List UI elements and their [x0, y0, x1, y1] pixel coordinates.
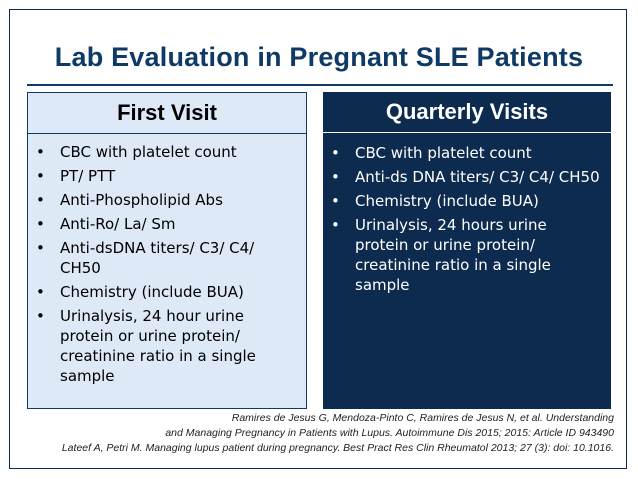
list-item-text: Urinalysis, 24 hours urine protein or ur… — [355, 216, 551, 294]
reference-line: Lateef A, Petri M. Managing lupus patien… — [61, 442, 614, 454]
first-visit-body: • CBC with platelet count • PT/ PTT • Anti-… — [28, 134, 306, 386]
list-item-text: Anti-dsDNA titers/ C3/ C4/ CH50 — [60, 239, 255, 277]
bullet-icon: • — [36, 215, 45, 233]
list-item: • Anti-ds DNA titers/ C3/ C4/ CH50 — [327, 167, 603, 187]
references: Ramires de Jesus G, Mendoza-Pinto C, Ram… — [14, 411, 614, 456]
slide-title: Lab Evaluation in Pregnant SLE Patients — [54, 42, 584, 72]
list-item: • Anti-Phospholipid Abs — [32, 190, 298, 210]
list-item-text: Anti-ds DNA titers/ C3/ C4/ CH50 — [355, 168, 600, 186]
list-item: • PT/ PTT — [32, 166, 298, 186]
bullet-icon: • — [36, 239, 45, 257]
list-item-text: Chemistry (include BUA) — [355, 192, 539, 210]
list-item: • Urinalysis, 24 hour urine protein or ur… — [32, 306, 298, 386]
bullet-icon: • — [331, 168, 340, 186]
bullet-icon: • — [36, 191, 45, 209]
first-visit-list: • CBC with platelet count • PT/ PTT • Anti-… — [32, 142, 298, 386]
list-item: • Urinalysis, 24 hours urine protein or u… — [327, 215, 603, 295]
list-item: • Anti-Ro/ La/ Sm — [32, 214, 298, 234]
list-item: • Chemistry (include BUA) — [327, 191, 603, 211]
list-item: • CBC with platelet count — [327, 143, 603, 163]
list-item: • CBC with platelet count — [32, 142, 298, 162]
bullet-icon: • — [36, 283, 45, 301]
list-item-text: CBC with platelet count — [355, 144, 532, 162]
bullet-icon: • — [36, 143, 45, 161]
list-item-text: Chemistry (include BUA) — [60, 283, 244, 301]
quarterly-visits-list: • CBC with platelet count • Anti-ds DNA ti… — [327, 143, 603, 295]
quarterly-visits-header: Quarterly Visits — [323, 92, 611, 133]
quarterly-visits-panel: Quarterly Visits • CBC with platelet coun… — [323, 92, 611, 409]
first-visit-header: First Visit — [28, 93, 306, 134]
bullet-icon: • — [36, 167, 45, 185]
reference-line: Ramires de Jesus G, Mendoza-Pinto C, Ram… — [231, 412, 614, 424]
list-item: • Anti-dsDNA titers/ C3/ C4/ CH50 — [32, 238, 298, 278]
list-item-text: CBC with platelet count — [60, 143, 237, 161]
bullet-icon: • — [331, 216, 340, 234]
quarterly-visits-body: • CBC with platelet count • Anti-ds DNA ti… — [323, 133, 611, 295]
list-item: • Chemistry (include BUA) — [32, 282, 298, 302]
first-visit-panel: First Visit • CBC with platelet count • PT… — [27, 92, 307, 409]
bullet-icon: • — [36, 307, 45, 325]
reference-line: and Managing Pregnancy in Patients with … — [165, 427, 614, 439]
bullet-icon: • — [331, 192, 340, 210]
slide-frame — [9, 9, 627, 469]
list-item-text: Anti-Ro/ La/ Sm — [60, 215, 176, 233]
list-item-text: Anti-Phospholipid Abs — [60, 191, 223, 209]
bullet-icon: • — [331, 144, 340, 162]
title-divider — [27, 84, 613, 86]
list-item-text: PT/ PTT — [60, 167, 116, 185]
list-item-text: Urinalysis, 24 hour urine protein or uri… — [60, 307, 256, 385]
